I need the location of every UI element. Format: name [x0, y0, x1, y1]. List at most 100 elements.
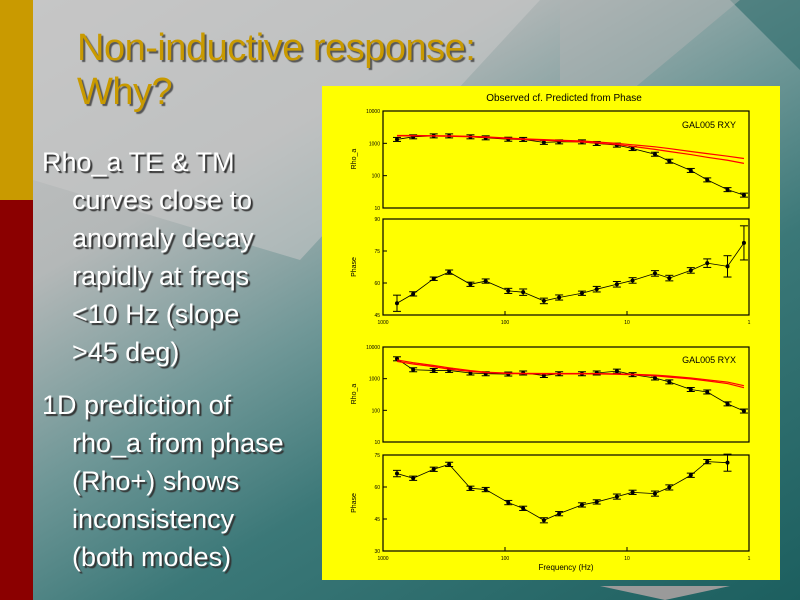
data-point [741, 409, 746, 414]
data-point [725, 264, 730, 269]
bullet-line: 1D prediction of [42, 390, 232, 420]
bullet-line: (Rho+) shows [72, 466, 240, 496]
data-point [579, 502, 584, 507]
data-point [594, 499, 599, 504]
y-tick-label: 1000 [369, 377, 380, 383]
data-point [557, 295, 562, 300]
chart-title: Observed cf. Predicted from Phase [486, 93, 642, 104]
data-point [652, 491, 657, 496]
data-point [468, 282, 473, 287]
y-axis-label: Phase [351, 493, 358, 513]
data-point [705, 459, 710, 464]
x-tick-label: 1 [748, 320, 751, 326]
data-point [541, 373, 546, 378]
data-point [652, 152, 657, 157]
data-point [431, 467, 436, 472]
data-point [614, 282, 619, 287]
data-point [447, 270, 452, 275]
data-point [725, 401, 730, 406]
data-point [483, 279, 488, 284]
y-axis-label: Phase [351, 257, 358, 277]
panel-label-xy: GAL005 RXY [682, 120, 736, 130]
bullet-line: anomaly decay [72, 223, 254, 253]
bullet-line: rho_a from phase [72, 428, 284, 458]
data-point [394, 137, 399, 142]
y-tick-label: 100 [372, 408, 381, 414]
x-tick-label: 1 [748, 556, 751, 562]
data-point [579, 291, 584, 296]
accent-strip-red [0, 200, 33, 600]
data-point [394, 301, 399, 306]
y-tick-label: 10000 [366, 345, 380, 351]
data-point [667, 276, 672, 281]
y-tick-label: 60 [374, 485, 380, 491]
data-point [725, 460, 730, 465]
data-point [741, 240, 746, 245]
predicted-line [396, 135, 745, 164]
y-tick-label: 100 [372, 174, 381, 180]
accent-strip-gold [0, 0, 33, 200]
plot-frame [382, 346, 750, 443]
bullet-1: Rho_a TE & TM curves close to anomaly de… [42, 143, 254, 371]
y-tick-label: 30 [374, 549, 380, 555]
data-point [541, 518, 546, 523]
data-point [541, 298, 546, 303]
data-point [667, 485, 672, 490]
title-line: Non-inductive response: [77, 27, 476, 69]
data-point [483, 487, 488, 492]
data-point [725, 187, 730, 192]
bullet-2: 1D prediction of rho_a from phase (Rho+)… [42, 386, 284, 576]
y-tick-label: 60 [374, 281, 380, 287]
data-point [705, 261, 710, 266]
data-point [468, 486, 473, 491]
data-point [614, 494, 619, 499]
data-point [741, 193, 746, 198]
observed-line [396, 358, 745, 412]
data-point [431, 276, 436, 281]
x-tick-label: 100 [501, 556, 510, 562]
bullet-line: inconsistency [72, 504, 235, 534]
data-point [411, 291, 416, 296]
data-point [630, 490, 635, 495]
data-point [411, 367, 416, 372]
x-axis-label: Frequency (Hz) [538, 563, 593, 572]
data-point [521, 290, 526, 295]
data-point [614, 369, 619, 374]
data-point [688, 387, 693, 392]
bullet-line: Rho_a TE & TM [42, 147, 235, 177]
bullet-line: rapidly at freqs [72, 261, 250, 291]
data-point [630, 146, 635, 151]
bullet-line: <10 Hz (slope [72, 299, 240, 329]
slide-title: Non-inductive response: Why? [77, 26, 476, 114]
y-tick-label: 45 [374, 313, 380, 319]
data-point [394, 471, 399, 476]
data-point [652, 271, 657, 276]
chart-figure: Observed cf. Predicted from Phase GAL005… [322, 86, 780, 580]
data-point [557, 511, 562, 516]
data-point [705, 389, 710, 394]
chart-svg: Observed cf. Predicted from Phase GAL005… [351, 93, 751, 572]
y-axis-label: Rho_a [351, 384, 358, 405]
x-tick-label: 10 [624, 320, 630, 326]
plot-frame [382, 218, 750, 316]
data-point [688, 168, 693, 173]
data-point [652, 375, 657, 380]
data-point [521, 506, 526, 511]
observed-line [396, 135, 745, 196]
predicted-line [396, 360, 745, 389]
panel-label-yx: GAL005 RYX [682, 355, 736, 365]
plot-frame [382, 110, 750, 209]
data-point [506, 500, 511, 505]
bullet-line: curves close to [72, 185, 253, 215]
y-tick-label: 75 [374, 249, 380, 255]
data-point [667, 159, 672, 164]
data-point [688, 268, 693, 273]
data-point [594, 287, 599, 292]
y-tick-label: 90 [374, 217, 380, 223]
y-tick-label: 10 [374, 440, 380, 446]
bullet-line: (both modes) [72, 542, 232, 572]
y-tick-label: 10 [374, 206, 380, 212]
data-point [506, 288, 511, 293]
x-tick-label: 100 [501, 320, 510, 326]
y-tick-label: 45 [374, 517, 380, 523]
